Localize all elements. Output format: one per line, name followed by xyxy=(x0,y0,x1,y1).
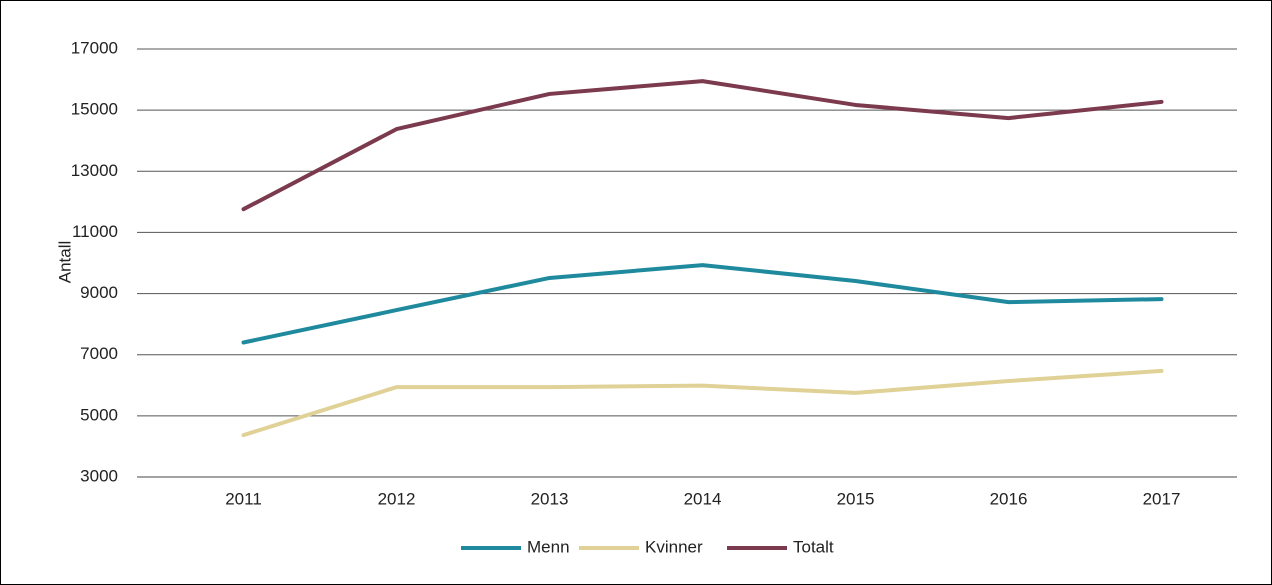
legend-label: Kvinner xyxy=(645,537,703,556)
line-series xyxy=(241,368,1164,438)
y-axis-label: Antall xyxy=(55,241,74,284)
x-tick-label: 2015 xyxy=(837,489,875,508)
y-tick-label: 11000 xyxy=(72,222,118,241)
line-series xyxy=(241,263,1164,345)
legend-label: Totalt xyxy=(793,537,834,556)
line-series xyxy=(241,79,1164,212)
x-tick-label: 2013 xyxy=(531,489,569,508)
legend-label: Menn xyxy=(527,537,570,556)
x-tick-label: 2017 xyxy=(1143,489,1181,508)
x-tick-label: 2016 xyxy=(990,489,1028,508)
y-tick-label: 13000 xyxy=(71,161,118,180)
y-tick-label: 9000 xyxy=(80,283,118,302)
y-tick-label: 5000 xyxy=(80,405,118,424)
y-tick-label: 17000 xyxy=(71,38,118,57)
x-tick-label: 2012 xyxy=(378,489,416,508)
x-tick-label: 2014 xyxy=(684,489,722,508)
y-tick-label: 3000 xyxy=(80,466,118,485)
y-tick-label: 7000 xyxy=(80,344,118,363)
y-tick-label: 15000 xyxy=(71,100,118,119)
x-tick-label: 2011 xyxy=(225,489,262,508)
